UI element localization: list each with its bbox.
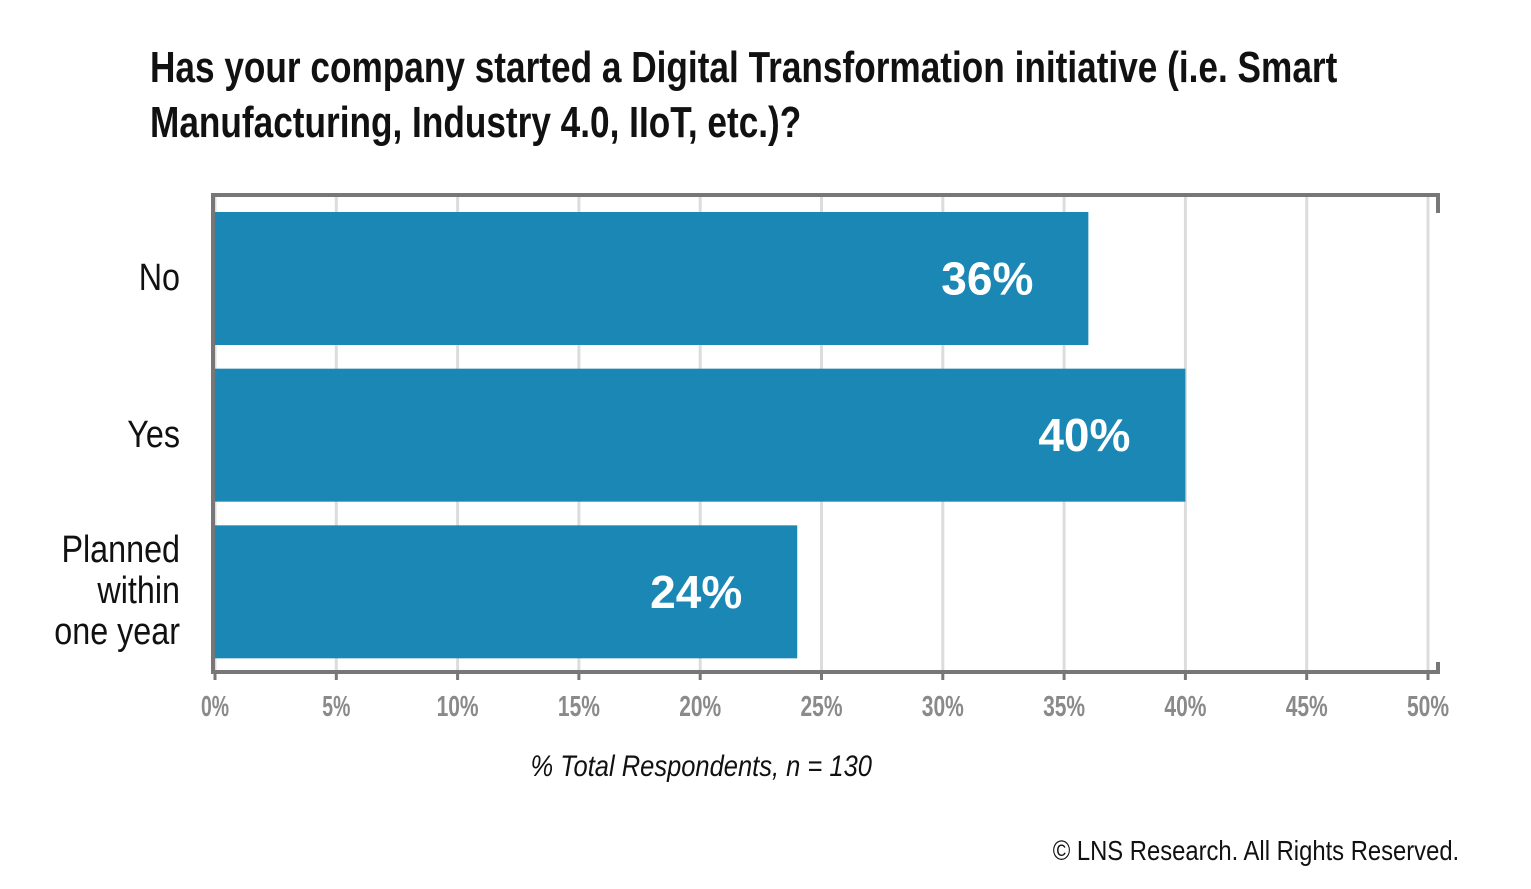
y-tick-label: Yes bbox=[127, 413, 180, 456]
x-tick-label: 20% bbox=[679, 691, 721, 723]
x-tick-label: 10% bbox=[437, 691, 479, 723]
chart-title: Has your company started a Digital Trans… bbox=[150, 43, 1338, 147]
x-tick-label: 45% bbox=[1286, 691, 1328, 723]
axis-frame bbox=[211, 193, 1440, 674]
value-label: 40% bbox=[1038, 409, 1130, 461]
x-axis-label: % Total Respondents, n = 130 bbox=[530, 750, 872, 783]
value-label: 24% bbox=[650, 566, 742, 618]
x-tick-label: 40% bbox=[1164, 691, 1206, 723]
value-label: 36% bbox=[941, 253, 1033, 305]
bar bbox=[215, 368, 1186, 502]
x-tick-label: 0% bbox=[201, 691, 229, 723]
x-tick-label: 5% bbox=[322, 691, 350, 723]
bar bbox=[215, 212, 1089, 345]
footer: © LNS Research. All Rights Reserved. bbox=[1052, 835, 1459, 866]
x-tick-label: 25% bbox=[801, 691, 843, 723]
y-tick-label: No bbox=[138, 257, 180, 299]
x-tick-label: 35% bbox=[1043, 691, 1085, 723]
x-tick-label: 30% bbox=[922, 691, 964, 723]
y-tick-label: Planned within one year bbox=[54, 529, 180, 654]
x-tick-label: 15% bbox=[558, 691, 600, 723]
bar bbox=[215, 525, 798, 659]
x-tick-label: 50% bbox=[1407, 691, 1449, 723]
